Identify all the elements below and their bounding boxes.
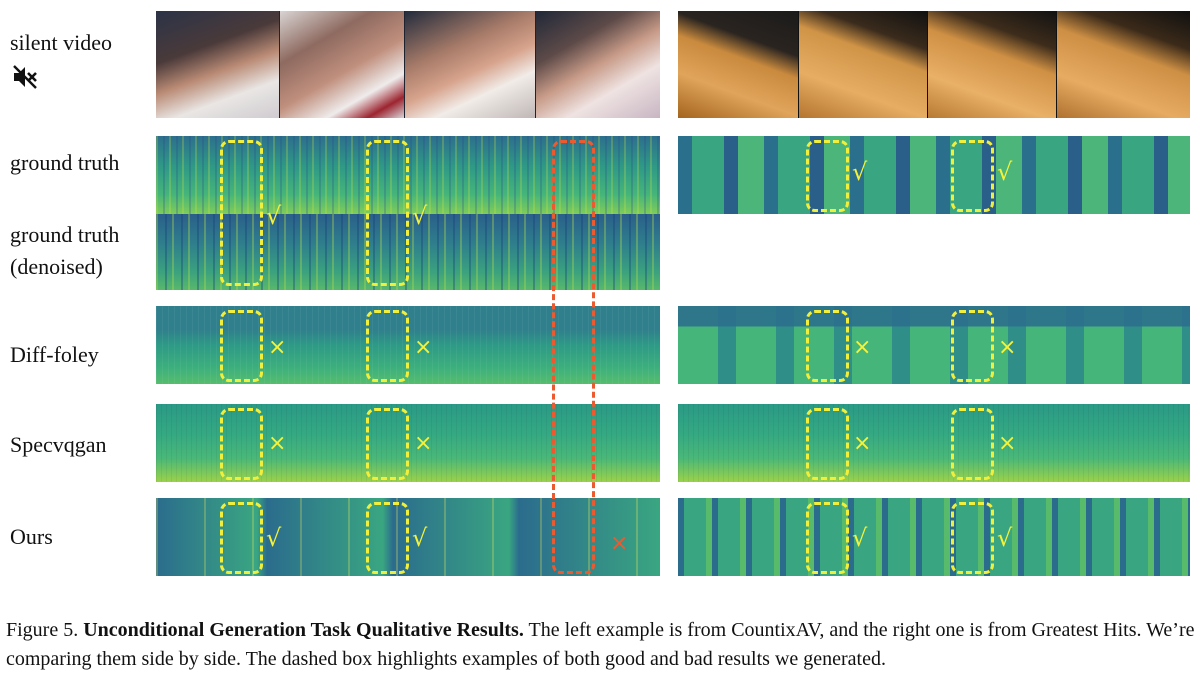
- label-ground-truth-denoised-2: (denoised): [10, 254, 103, 279]
- check-mark: √: [266, 202, 282, 230]
- check-mark: √: [266, 524, 282, 552]
- cross-mark: ×: [998, 335, 1017, 360]
- cross-mark: ×: [414, 335, 433, 360]
- highlight-box: [951, 140, 994, 212]
- cross-mark: ×: [414, 431, 433, 456]
- spectrogram-specvqgan-right: [678, 404, 1190, 482]
- cross-mark: ×: [268, 335, 287, 360]
- video-frame: [799, 11, 927, 118]
- left-video-frames: [156, 11, 660, 118]
- label-specvqgan: Specvqgan: [10, 432, 107, 457]
- highlight-box: [951, 310, 994, 382]
- highlight-box: [366, 310, 409, 382]
- caption-bold: Unconditional Generation Task Qualitativ…: [83, 619, 524, 641]
- highlight-box: [366, 502, 409, 574]
- right-video-frames: [678, 11, 1190, 118]
- cross-mark: ×: [853, 431, 872, 456]
- check-mark: √: [997, 158, 1013, 186]
- check-mark: √: [852, 524, 868, 552]
- label-ground-truth: ground truth: [10, 150, 120, 175]
- cross-mark: ×: [853, 335, 872, 360]
- video-frame: [536, 11, 660, 118]
- check-mark: √: [412, 202, 428, 230]
- speaker-muted-icon: [12, 64, 38, 90]
- highlight-box: [806, 140, 849, 212]
- video-frame: [280, 11, 404, 118]
- check-mark: √: [997, 524, 1013, 552]
- check-mark: √: [412, 524, 428, 552]
- video-frame: [928, 11, 1056, 118]
- highlight-box: [220, 502, 263, 574]
- video-frame: [405, 11, 535, 118]
- highlight-box: [220, 310, 263, 382]
- highlight-box: [806, 310, 849, 382]
- caption-text: The left example is from CountixAV, and …: [6, 619, 1195, 670]
- spectrogram-ground-truth-right: [678, 136, 1190, 214]
- check-mark: √: [852, 158, 868, 186]
- cross-mark: ×: [268, 431, 287, 456]
- highlight-box: [220, 408, 263, 480]
- label-ours: Ours: [10, 524, 53, 549]
- highlight-box: [366, 140, 409, 286]
- video-frame: [1057, 11, 1190, 118]
- label-diff-foley: Diff-foley: [10, 342, 99, 367]
- caption-prefix: Figure 5.: [6, 619, 84, 641]
- highlight-box-bad: [552, 140, 595, 574]
- spectrogram-diff-foley-right: [678, 306, 1190, 384]
- highlight-box: [806, 408, 849, 480]
- highlight-box: [951, 408, 994, 480]
- label-ground-truth-denoised-1: ground truth: [10, 222, 120, 247]
- video-frame: [678, 11, 798, 118]
- spectrogram-ours-right: [678, 498, 1190, 576]
- highlight-box: [951, 502, 994, 574]
- label-silent-video: silent video: [10, 30, 113, 55]
- video-frame: [156, 11, 279, 118]
- highlight-box: [366, 408, 409, 480]
- cross-mark: ×: [998, 431, 1017, 456]
- cross-mark-bad: ×: [610, 531, 629, 556]
- figure-caption: Figure 5. Unconditional Generation Task …: [6, 616, 1196, 674]
- highlight-box: [806, 502, 849, 574]
- highlight-box: [220, 140, 263, 286]
